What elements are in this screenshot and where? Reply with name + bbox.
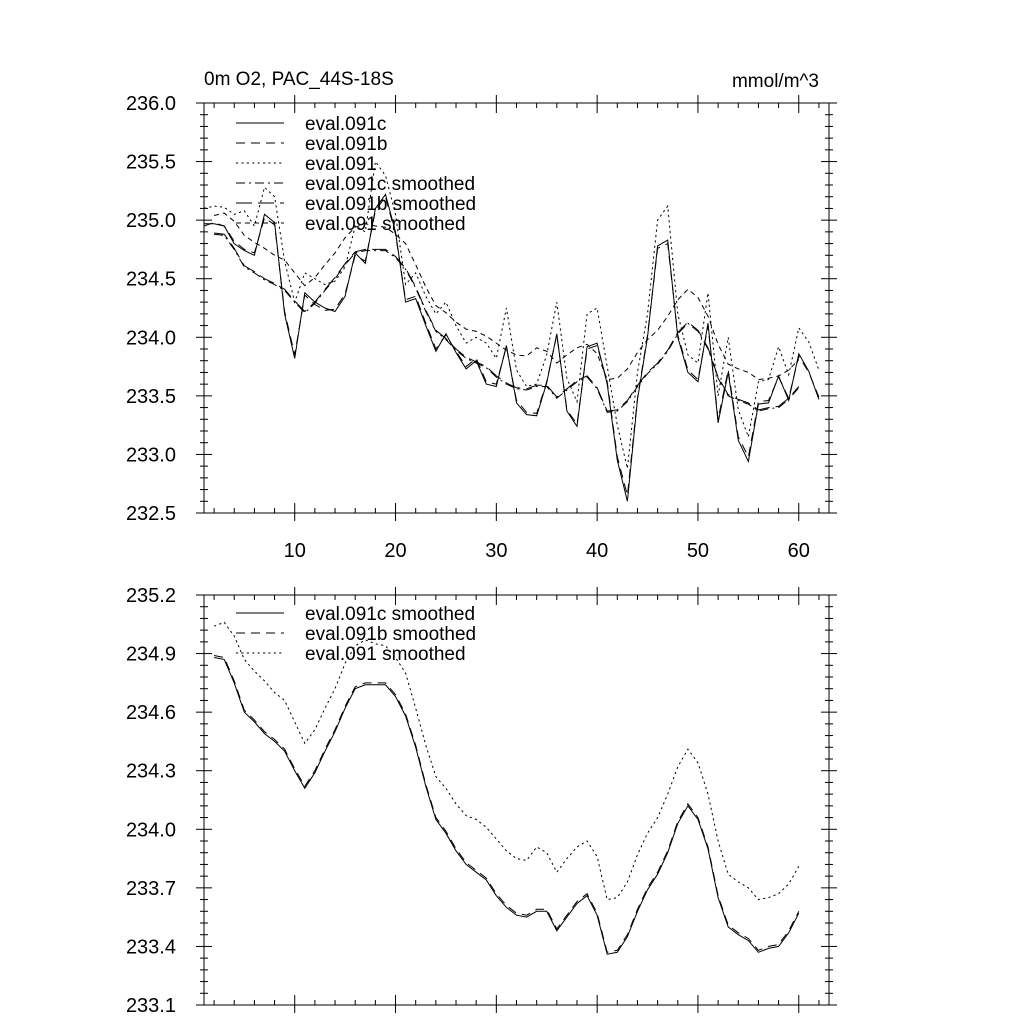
series-line-6 bbox=[213, 212, 800, 381]
legend-label-1: eval.091c bbox=[305, 114, 386, 135]
y-tick-label: 234.3 bbox=[126, 761, 176, 783]
legend-label-2: eval.091b smoothed bbox=[305, 624, 476, 645]
legend-label-6: eval.091 smoothed bbox=[305, 214, 466, 235]
chart-units: mmol/m^3 bbox=[732, 71, 819, 92]
x-tick-label: 30 bbox=[485, 540, 507, 562]
x-tick-label: 60 bbox=[788, 540, 810, 562]
y-tick-label: 234.0 bbox=[126, 327, 176, 349]
series-line-4 bbox=[214, 233, 800, 413]
y-tick-label: 233.7 bbox=[126, 878, 176, 900]
legend-label-3: eval.091 bbox=[305, 154, 377, 175]
y-tick-label: 234.5 bbox=[126, 269, 176, 291]
legend-label-1: eval.091c smoothed bbox=[305, 604, 475, 625]
panel-2: 233.1 233.4 233.7 234.0 234.3 234.6 234.9 235.2… bbox=[126, 585, 837, 1017]
series-line-1 bbox=[214, 657, 800, 955]
y-tick-label: 233.5 bbox=[126, 386, 176, 408]
legend-label-4: eval.091c smoothed bbox=[305, 174, 475, 195]
y-tick-label: 233.0 bbox=[126, 444, 176, 466]
series-line-3 bbox=[203, 160, 820, 469]
y-tick-label: 234.9 bbox=[126, 644, 176, 666]
y-tick-label: 233.4 bbox=[126, 936, 176, 958]
chart-title: 0m O2, PAC_44S-18S bbox=[204, 69, 394, 90]
y-tick-label: 234.0 bbox=[126, 819, 176, 841]
legend-label-2: eval.091b bbox=[305, 134, 387, 155]
x-tick-label: 50 bbox=[687, 540, 709, 562]
series-line-3 bbox=[213, 621, 800, 901]
series-line-1 bbox=[204, 193, 820, 502]
legend-label-3: eval.091 smoothed bbox=[305, 644, 466, 665]
y-tick-label: 232.5 bbox=[126, 503, 176, 525]
x-tick-label: 20 bbox=[384, 540, 406, 562]
y-tick-label: 234.6 bbox=[126, 702, 176, 724]
y-tick-label: 236.0 bbox=[126, 93, 176, 115]
y-tick-label: 235.0 bbox=[126, 210, 176, 232]
plot-frame bbox=[203, 594, 830, 1006]
y-tick-label: 235.2 bbox=[126, 585, 176, 607]
x-tick-label: 40 bbox=[586, 540, 608, 562]
y-tick-label: 235.5 bbox=[126, 152, 176, 174]
plot-frame bbox=[203, 102, 830, 514]
series-line-5 bbox=[214, 232, 800, 412]
x-tick-label: 10 bbox=[284, 540, 306, 562]
series-line-2 bbox=[203, 195, 820, 496]
y-tick-label: 233.1 bbox=[126, 995, 176, 1017]
legend-label-5: eval.091b smoothed bbox=[305, 194, 476, 215]
panel-1: 10 20 30 40 50 60 232.5 233.0 233.5 234.0 234.5 235… bbox=[126, 69, 837, 562]
